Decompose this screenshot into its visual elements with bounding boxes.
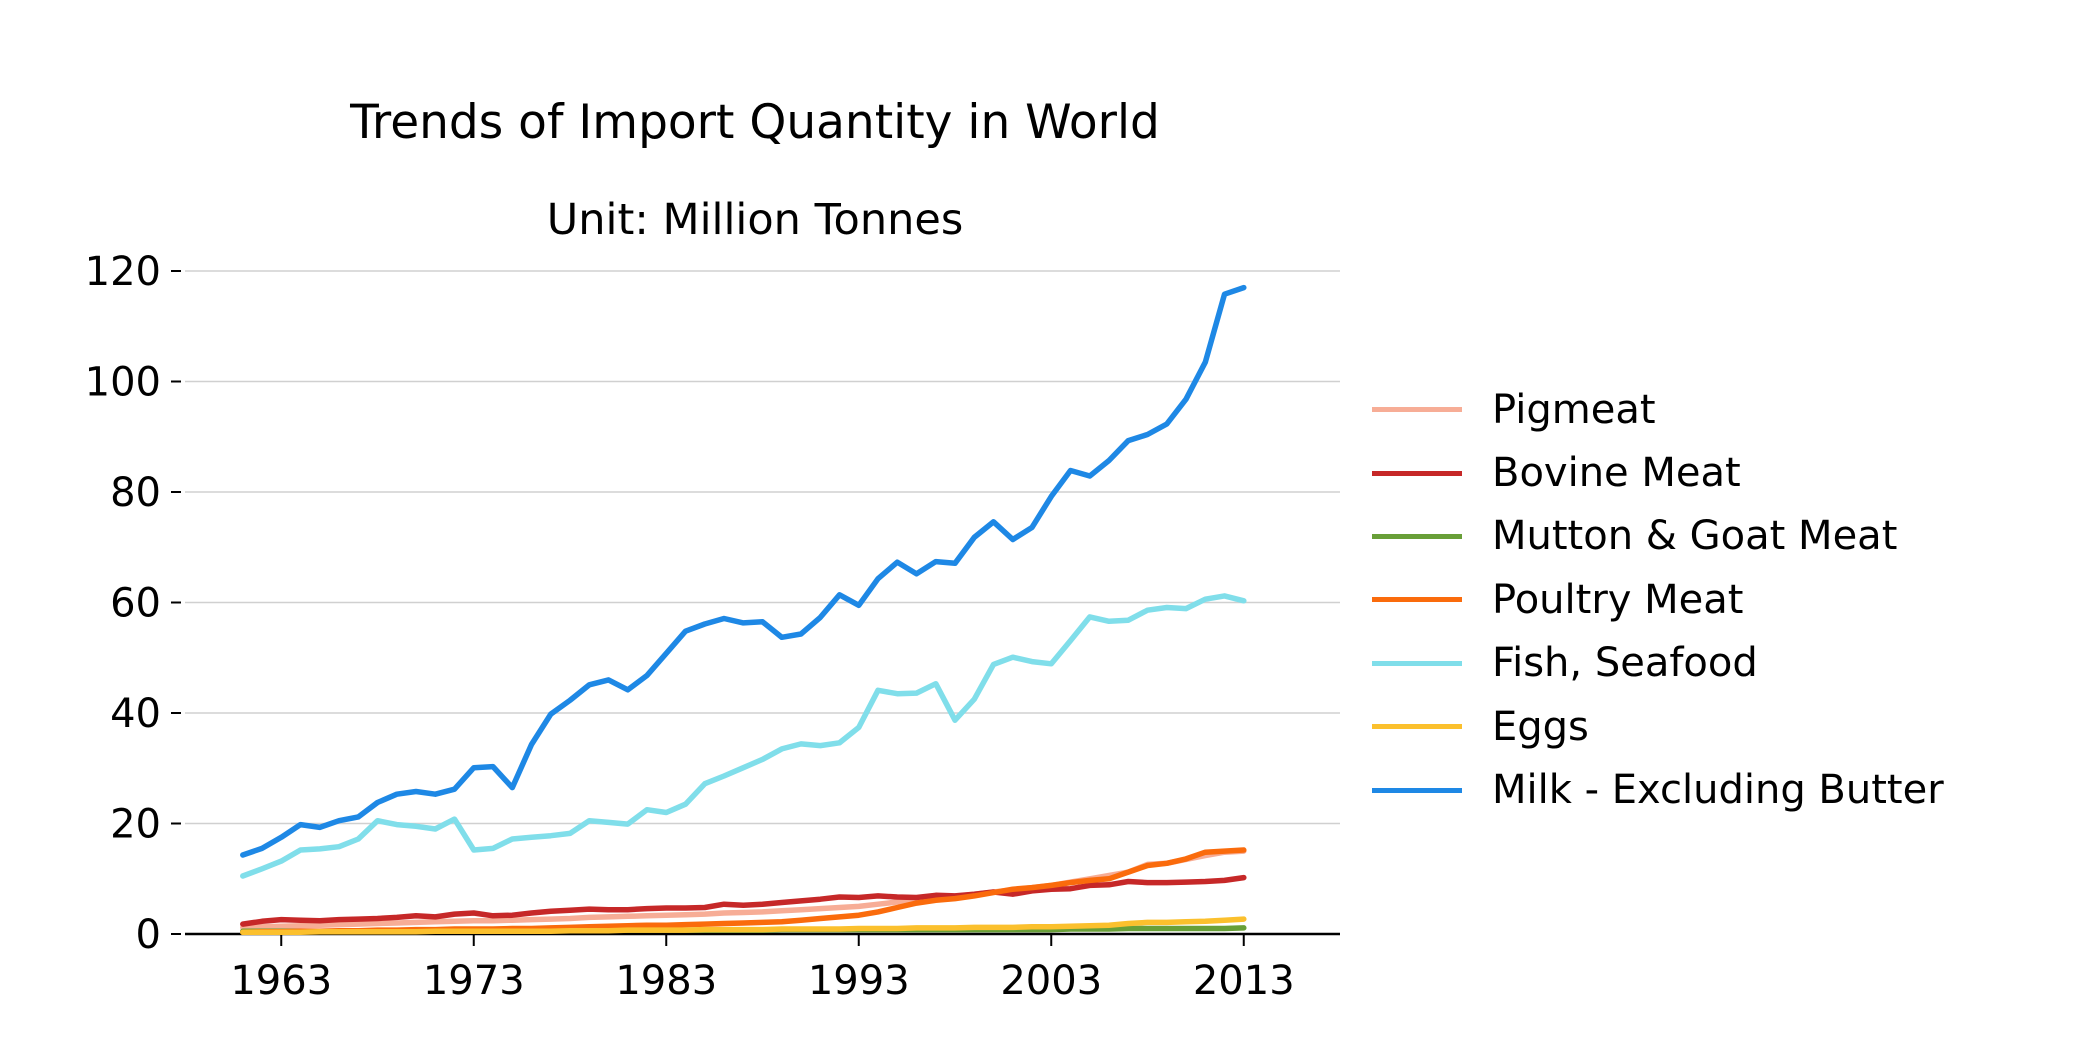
series-line-fish-seafood <box>240 593 1247 879</box>
series-line-milk-excluding-butter <box>240 284 1247 858</box>
legend-item: Milk - Excluding Butter <box>1372 758 1944 821</box>
x-tick-label: 2013 <box>1193 958 1295 1004</box>
legend-swatch <box>1372 787 1462 793</box>
chart-title: Trends of Import Quantity in World <box>350 95 1160 150</box>
series-lines <box>240 284 1247 936</box>
legend-swatch <box>1372 597 1462 603</box>
legend-item: Bovine Meat <box>1372 441 1944 504</box>
x-tick-label: 1993 <box>808 958 910 1004</box>
legend-label: Mutton & Goat Meat <box>1492 513 1898 560</box>
y-tick-label: 80 <box>110 470 161 516</box>
y-tick-label: 20 <box>110 802 161 848</box>
legend-label: Milk - Excluding Butter <box>1492 767 1944 814</box>
legend-item: Mutton & Goat Meat <box>1372 505 1944 568</box>
legend-swatch <box>1372 470 1462 476</box>
legend-label: Fish, Seafood <box>1492 640 1758 687</box>
chart-subtitle: Unit: Million Tonnes <box>546 195 964 245</box>
series-line-eggs <box>240 916 1247 936</box>
legend-label: Poultry Meat <box>1492 576 1744 623</box>
legend-item: Pigmeat <box>1372 378 1944 441</box>
x-tick-label: 2003 <box>1000 958 1102 1004</box>
axes: 0 20 40 60 80 100 120 1963 1973 1983 1993 2003 2013 <box>85 249 1340 1004</box>
legend-item: Fish, Seafood <box>1372 632 1944 695</box>
y-tick-label: 100 <box>85 360 161 406</box>
legend-label: Bovine Meat <box>1492 450 1741 497</box>
legend-swatch <box>1372 660 1462 666</box>
legend-swatch <box>1372 724 1462 730</box>
legend: Pigmeat Bovine Meat Mutton & Goat Meat Poul… <box>1372 378 1944 822</box>
x-tick-label: 1973 <box>423 958 525 1004</box>
x-tick-label: 1963 <box>230 958 332 1004</box>
legend-swatch <box>1372 533 1462 539</box>
legend-label: Eggs <box>1492 703 1589 750</box>
y-tick-label: 40 <box>110 691 161 737</box>
y-tick-label: 120 <box>85 249 161 295</box>
y-tick-label: 0 <box>136 912 161 958</box>
gridlines <box>185 270 1340 825</box>
legend-label: Pigmeat <box>1492 386 1656 433</box>
x-tick-label: 1983 <box>615 958 717 1004</box>
y-tick-label: 60 <box>110 581 161 627</box>
legend-swatch <box>1372 407 1462 413</box>
series-line-bovine-meat <box>240 874 1247 927</box>
legend-item: Eggs <box>1372 695 1944 758</box>
legend-item: Poultry Meat <box>1372 568 1944 631</box>
